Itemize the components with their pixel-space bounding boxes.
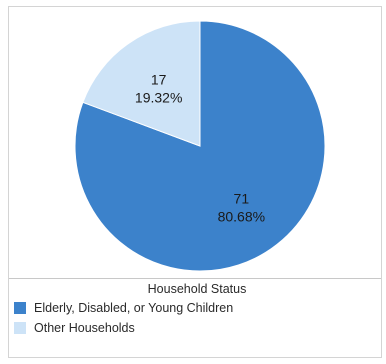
legend-swatch-other <box>14 322 26 334</box>
slice-value-elderly: 71 <box>234 191 250 207</box>
pie-slice-elderly <box>74 20 326 272</box>
slice-value-other: 17 <box>151 71 167 87</box>
legend-label-other: Other Households <box>34 321 135 335</box>
legend-divider <box>9 278 381 279</box>
legend-item-other: Other Households <box>14 320 135 336</box>
slice-percent-other: 19.32% <box>135 89 182 105</box>
pie-slice-other <box>82 20 201 147</box>
slice-percent-elderly: 80.68% <box>218 209 265 225</box>
chart-frame <box>8 6 382 358</box>
legend-label-elderly: Elderly, Disabled, or Young Children <box>34 301 234 315</box>
pie-chart: 71 80.68% 17 19.32% <box>74 20 326 272</box>
legend-swatch-elderly <box>14 302 26 314</box>
legend-item-elderly: Elderly, Disabled, or Young Children <box>14 300 233 316</box>
legend-title: Household Status <box>147 282 247 296</box>
